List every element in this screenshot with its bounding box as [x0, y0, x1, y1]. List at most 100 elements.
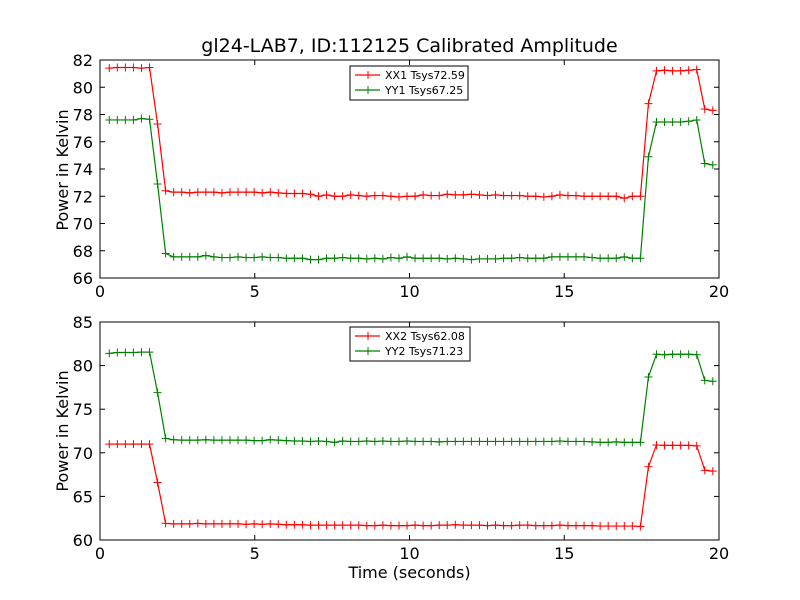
top-series-2-point [604, 254, 613, 263]
bottom-series-2-point [660, 350, 669, 359]
top-series-1-point [692, 65, 701, 74]
top-series-2-point [113, 115, 122, 124]
bottom-series-1-point [547, 521, 556, 530]
top-series-1-point [314, 192, 323, 201]
bottom-series-2-point [451, 437, 460, 446]
top-y-tick-label: 80 [73, 78, 93, 97]
bottom-series-1-point [612, 522, 621, 531]
bottom-y-axis-label: Power in Kelvin [53, 370, 72, 491]
bottom-series-1-point [435, 521, 444, 530]
top-series-2-point [209, 252, 218, 261]
top-x-tick-label: 15 [554, 282, 574, 301]
top-series-1-point [250, 188, 259, 197]
x-axis-label: Time (seconds) [347, 563, 470, 582]
top-series-2-point [153, 179, 162, 188]
top-series-1-point [330, 192, 339, 201]
bottom-series-1-point [491, 521, 500, 530]
bottom-series-1-point [314, 521, 323, 530]
bottom-series-2-point [644, 372, 653, 381]
bottom-series-2-point [258, 436, 267, 445]
top-series-2-point [507, 254, 516, 263]
top-series-1-point [298, 189, 307, 198]
bottom-series-1-point [394, 521, 403, 530]
top-series-2-point [274, 253, 283, 262]
top-series-2-point [443, 254, 452, 263]
top-series-2-point [467, 255, 476, 264]
bottom-y-tick-label: 85 [73, 313, 93, 332]
top-series-1-point [419, 190, 428, 199]
top-series-1-point [185, 188, 194, 197]
bottom-series-2-point [362, 437, 371, 446]
top-series-2-point [177, 252, 186, 261]
bottom-series-1-point [306, 521, 315, 530]
bottom-series-1-point [145, 440, 154, 449]
top-series-1-point [435, 191, 444, 200]
top-series-1-point [708, 106, 717, 115]
bottom-series-1-point [539, 521, 548, 530]
bottom-series-2-point [274, 436, 283, 445]
bottom-series-2-point [628, 438, 637, 447]
top-series-2-point [684, 117, 693, 126]
top-y-tick-label: 68 [73, 242, 93, 261]
top-series-2-point [612, 254, 621, 263]
top-series-2-point [644, 152, 653, 161]
top-series-1-point [370, 191, 379, 200]
bottom-series-2-point [153, 388, 162, 397]
top-series-1-point [467, 190, 476, 199]
bottom-series-2-line [109, 351, 713, 443]
top-series-1-point [563, 191, 572, 200]
top-series-1-point [346, 190, 355, 199]
bottom-series-1-point [692, 441, 701, 450]
bottom-series-2-point [306, 437, 315, 446]
bottom-series-2-point [491, 437, 500, 446]
bottom-series-1-point [298, 520, 307, 529]
top-series-1-point [113, 63, 122, 72]
top-series-2-point [169, 252, 178, 261]
bottom-series-1-point [242, 520, 251, 529]
top-series-2-point [596, 254, 605, 263]
bottom-series-2-point [604, 438, 613, 447]
bottom-series-1-point [121, 440, 130, 449]
top-series-2-point [692, 115, 701, 124]
bottom-series-2-point [346, 437, 355, 446]
top-series-1-point [507, 191, 516, 200]
bottom-series-1-point [684, 441, 693, 450]
bottom-series-1-point [531, 521, 540, 530]
bottom-series-2-point [443, 437, 452, 446]
bottom-series-2-point [266, 435, 275, 444]
top-series-2-point [354, 254, 363, 263]
bottom-series-1-point [137, 440, 146, 449]
bottom-series-2-point [419, 437, 428, 446]
top-series-2-point [523, 254, 532, 263]
top-series-2-point [427, 254, 436, 263]
top-x-tick-label: 20 [709, 282, 729, 301]
bottom-series-1-point [411, 521, 420, 530]
top-series-1-point [145, 63, 154, 72]
bottom-series-2-point [652, 350, 661, 359]
bottom-series-1-point [370, 521, 379, 530]
top-series-2-point [515, 253, 524, 262]
top-series-1-point [539, 192, 548, 201]
bottom-series-1-point [354, 521, 363, 530]
bottom-series-2-point [121, 348, 130, 357]
bottom-series-1-line [109, 443, 713, 528]
bottom-series-2-point [596, 438, 605, 447]
top-series-2-point [483, 254, 492, 263]
top-series-2-point [555, 252, 564, 261]
bottom-series-1-point [604, 522, 613, 531]
top-series-2-point [700, 159, 709, 168]
bottom-series-1-point [153, 478, 162, 487]
top-y-tick-label: 76 [73, 133, 93, 152]
top-panel: Power in Kelvin 0 5 10 15 20 66 68 70 72 74 76 78 80… [53, 51, 729, 301]
bottom-series-1-point [676, 441, 685, 450]
top-series-1-point [451, 190, 460, 199]
top-legend-marker [364, 86, 372, 94]
top-series-2-point [362, 254, 371, 263]
bottom-series-2-point [322, 437, 331, 446]
bottom-series-2-point [193, 436, 202, 445]
bottom-series-1-point [250, 519, 259, 528]
bottom-series-2-point [209, 436, 218, 445]
top-legend: XX1 Tsys72.59 YY1 Tsys67.25 [349, 65, 469, 101]
bottom-series-2-point [169, 435, 178, 444]
bottom-series-2-point [580, 437, 589, 446]
